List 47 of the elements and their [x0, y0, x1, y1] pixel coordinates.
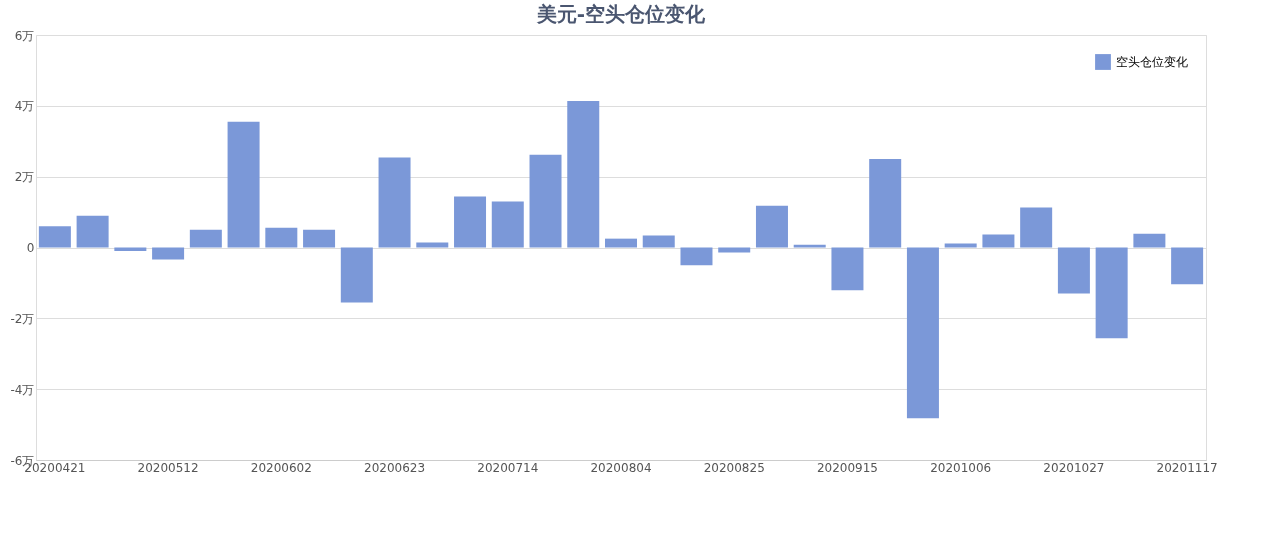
- x-tick-label: 20201117: [1156, 460, 1218, 475]
- x-tick-label: 20200804: [590, 460, 652, 475]
- x-tick-label: 20200512: [137, 460, 199, 475]
- x-tick-label: 20201027: [1043, 460, 1105, 475]
- bar: [567, 100, 600, 248]
- x-tick-label: 20200825: [703, 460, 765, 475]
- bar: [982, 234, 1015, 248]
- bar: [1057, 247, 1090, 294]
- bar: [1020, 207, 1053, 248]
- y-tick-label: 4万: [14, 99, 35, 114]
- x-tick-label: 20200915: [816, 460, 878, 475]
- bar: [416, 242, 449, 248]
- bar: [529, 154, 562, 248]
- x-tick-label: 20200714: [477, 460, 539, 475]
- bar: [1171, 247, 1204, 285]
- y-tick-label: 2万: [14, 170, 35, 185]
- y-tick-label: 0: [26, 241, 35, 255]
- bar: [227, 121, 260, 248]
- y-tick-label: -4万: [10, 382, 35, 397]
- bar: [944, 243, 977, 248]
- y-tick-label: 6万: [14, 28, 35, 43]
- bar: [491, 201, 524, 248]
- bar: [1095, 247, 1128, 339]
- bar: [1133, 233, 1166, 248]
- bar: [793, 244, 826, 248]
- bar: [340, 247, 373, 303]
- bar: [378, 157, 411, 248]
- bar: [189, 229, 222, 248]
- bar: [831, 247, 864, 291]
- x-tick-label: 20201006: [930, 460, 992, 475]
- chart-title: 美元-空头仓位变化: [535, 2, 707, 26]
- bar: [680, 247, 713, 266]
- bar: [152, 247, 185, 260]
- bar: [265, 227, 298, 248]
- bar: [76, 215, 109, 248]
- bar: [755, 205, 788, 248]
- bar: [906, 247, 939, 419]
- bar: [642, 235, 675, 248]
- bar: [605, 238, 637, 248]
- bar: [38, 226, 71, 248]
- bar: [869, 158, 902, 248]
- bar: [454, 196, 487, 248]
- y-tick-label: -2万: [10, 311, 35, 326]
- x-tick-label: 20200602: [250, 460, 312, 475]
- legend-label: 空头仓位变化: [1116, 55, 1188, 69]
- x-tick-label: 20200623: [364, 460, 426, 475]
- bar: [303, 229, 336, 248]
